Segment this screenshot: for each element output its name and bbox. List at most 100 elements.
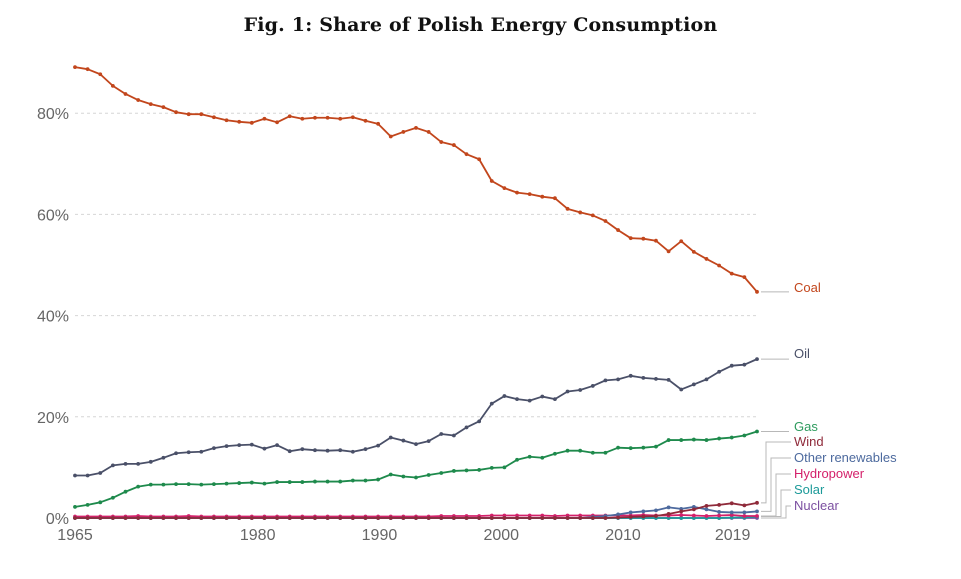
data-point xyxy=(262,481,267,486)
data-point xyxy=(704,257,709,261)
data-point xyxy=(489,466,494,470)
data-point xyxy=(224,481,229,486)
data-point xyxy=(426,130,431,134)
data-point xyxy=(338,448,343,453)
label-solar: Solar xyxy=(761,482,825,517)
data-point xyxy=(73,516,77,520)
data-point xyxy=(249,480,254,485)
data-point xyxy=(388,435,393,440)
data-point xyxy=(350,478,355,483)
data-point xyxy=(679,438,684,442)
data-point xyxy=(755,429,759,434)
data-point xyxy=(654,444,658,449)
data-point xyxy=(717,263,722,268)
data-point xyxy=(590,213,595,218)
data-point xyxy=(401,516,406,520)
data-point xyxy=(350,516,355,520)
y-tick-label: 80% xyxy=(37,106,69,123)
data-point xyxy=(603,450,608,455)
data-point xyxy=(148,459,153,464)
label-nuclear: Nuclear xyxy=(761,498,839,519)
data-point xyxy=(275,443,279,448)
data-point xyxy=(451,516,456,520)
series-layer xyxy=(73,65,759,520)
data-point xyxy=(590,384,595,388)
data-point xyxy=(641,514,646,519)
data-point xyxy=(540,455,545,460)
data-point xyxy=(502,394,507,398)
data-point xyxy=(729,271,734,276)
data-point xyxy=(553,196,557,201)
data-point xyxy=(363,118,368,123)
data-point xyxy=(527,192,532,197)
data-point xyxy=(679,239,684,244)
data-point xyxy=(717,513,722,518)
data-point xyxy=(388,134,393,139)
data-point xyxy=(350,449,355,454)
x-tick-label: 1980 xyxy=(240,527,276,544)
data-point xyxy=(654,508,658,513)
data-point xyxy=(136,516,141,520)
data-point xyxy=(148,102,153,106)
data-point xyxy=(489,401,494,406)
data-point xyxy=(628,510,633,515)
data-point xyxy=(287,449,292,454)
data-point xyxy=(212,482,216,486)
data-point xyxy=(237,481,242,485)
data-point xyxy=(742,433,747,438)
data-point xyxy=(691,507,696,512)
data-point xyxy=(717,436,722,441)
data-point xyxy=(98,72,103,77)
data-point xyxy=(199,516,204,520)
label-connector xyxy=(761,505,791,519)
data-point xyxy=(578,516,583,520)
data-point xyxy=(464,516,469,520)
label-oil: Oil xyxy=(761,346,810,361)
data-point xyxy=(477,419,482,424)
data-point xyxy=(85,502,90,507)
data-point xyxy=(565,206,570,211)
label-hydropower: Hydropower xyxy=(761,466,865,517)
data-point xyxy=(237,119,242,124)
x-axis: 1965 1980 1990 2000 2010 2019 xyxy=(57,527,750,544)
data-point xyxy=(426,439,431,443)
data-point xyxy=(553,516,557,520)
data-point xyxy=(742,362,747,367)
data-point xyxy=(287,114,292,119)
label-connector xyxy=(761,457,791,512)
data-point xyxy=(325,115,330,120)
data-point xyxy=(666,249,671,254)
x-tick-label: 1965 xyxy=(57,527,93,544)
data-point xyxy=(691,437,696,442)
data-point xyxy=(426,473,431,477)
data-point xyxy=(654,514,658,518)
data-point xyxy=(174,482,178,486)
data-point xyxy=(489,179,494,183)
data-point xyxy=(110,495,115,500)
data-point xyxy=(553,397,557,401)
series-coal xyxy=(73,65,759,294)
data-point xyxy=(742,514,747,518)
data-point xyxy=(161,105,166,110)
data-point xyxy=(110,463,115,468)
data-point xyxy=(174,110,178,115)
data-point xyxy=(603,516,608,520)
data-point xyxy=(224,118,229,123)
data-point xyxy=(641,509,646,514)
data-point xyxy=(249,516,254,520)
data-point xyxy=(161,516,166,520)
data-point xyxy=(742,510,747,515)
data-point xyxy=(287,480,292,484)
data-point xyxy=(388,472,393,477)
data-point xyxy=(148,482,153,487)
data-point xyxy=(212,115,216,120)
data-point xyxy=(85,67,90,72)
data-point xyxy=(628,236,633,241)
x-tick-label: 2000 xyxy=(483,527,519,544)
data-point xyxy=(212,516,216,520)
series-label: Nuclear xyxy=(794,498,839,513)
data-point xyxy=(414,475,418,480)
data-point xyxy=(426,516,431,520)
data-point xyxy=(755,500,759,505)
series-label: Solar xyxy=(794,482,825,497)
